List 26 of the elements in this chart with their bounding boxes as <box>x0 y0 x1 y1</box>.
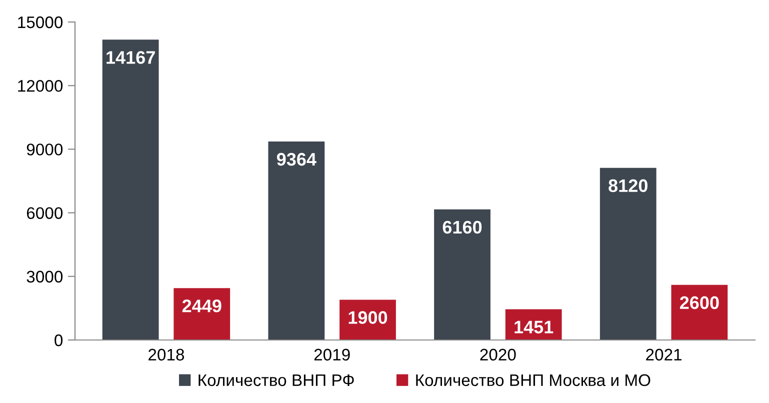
data-label: 9364 <box>276 152 316 166</box>
y-tick-label: 3000 <box>26 270 63 283</box>
x-tick-label: 2020 <box>480 348 516 361</box>
data-label: 6160 <box>442 220 482 234</box>
bar <box>671 284 728 340</box>
y-tick-label: 12000 <box>18 80 63 92</box>
data-label: 8120 <box>608 179 648 192</box>
bar <box>268 141 325 340</box>
x-tick-label: 2018 <box>148 348 184 361</box>
bar <box>434 209 490 340</box>
y-tick-label: 9000 <box>26 144 63 156</box>
y-tick-label: 15000 <box>18 16 63 28</box>
legend-label: Количество ВНП Москва и МО <box>416 374 650 386</box>
bar <box>174 288 230 340</box>
y-tick-label: 6000 <box>26 207 63 220</box>
data-label: 14167 <box>106 51 155 64</box>
data-label: 2600 <box>680 296 719 310</box>
data-label: 2449 <box>182 300 222 312</box>
data-label: 1451 <box>514 320 554 334</box>
x-tick-label: 2021 <box>646 348 682 361</box>
bar <box>102 40 159 340</box>
data-label: 1900 <box>348 311 388 324</box>
x-tick-label: 2019 <box>314 348 350 361</box>
y-tick-label: 0 <box>54 334 63 346</box>
bar <box>600 168 656 340</box>
legend-label: Количество ВНП РФ <box>198 374 354 386</box>
